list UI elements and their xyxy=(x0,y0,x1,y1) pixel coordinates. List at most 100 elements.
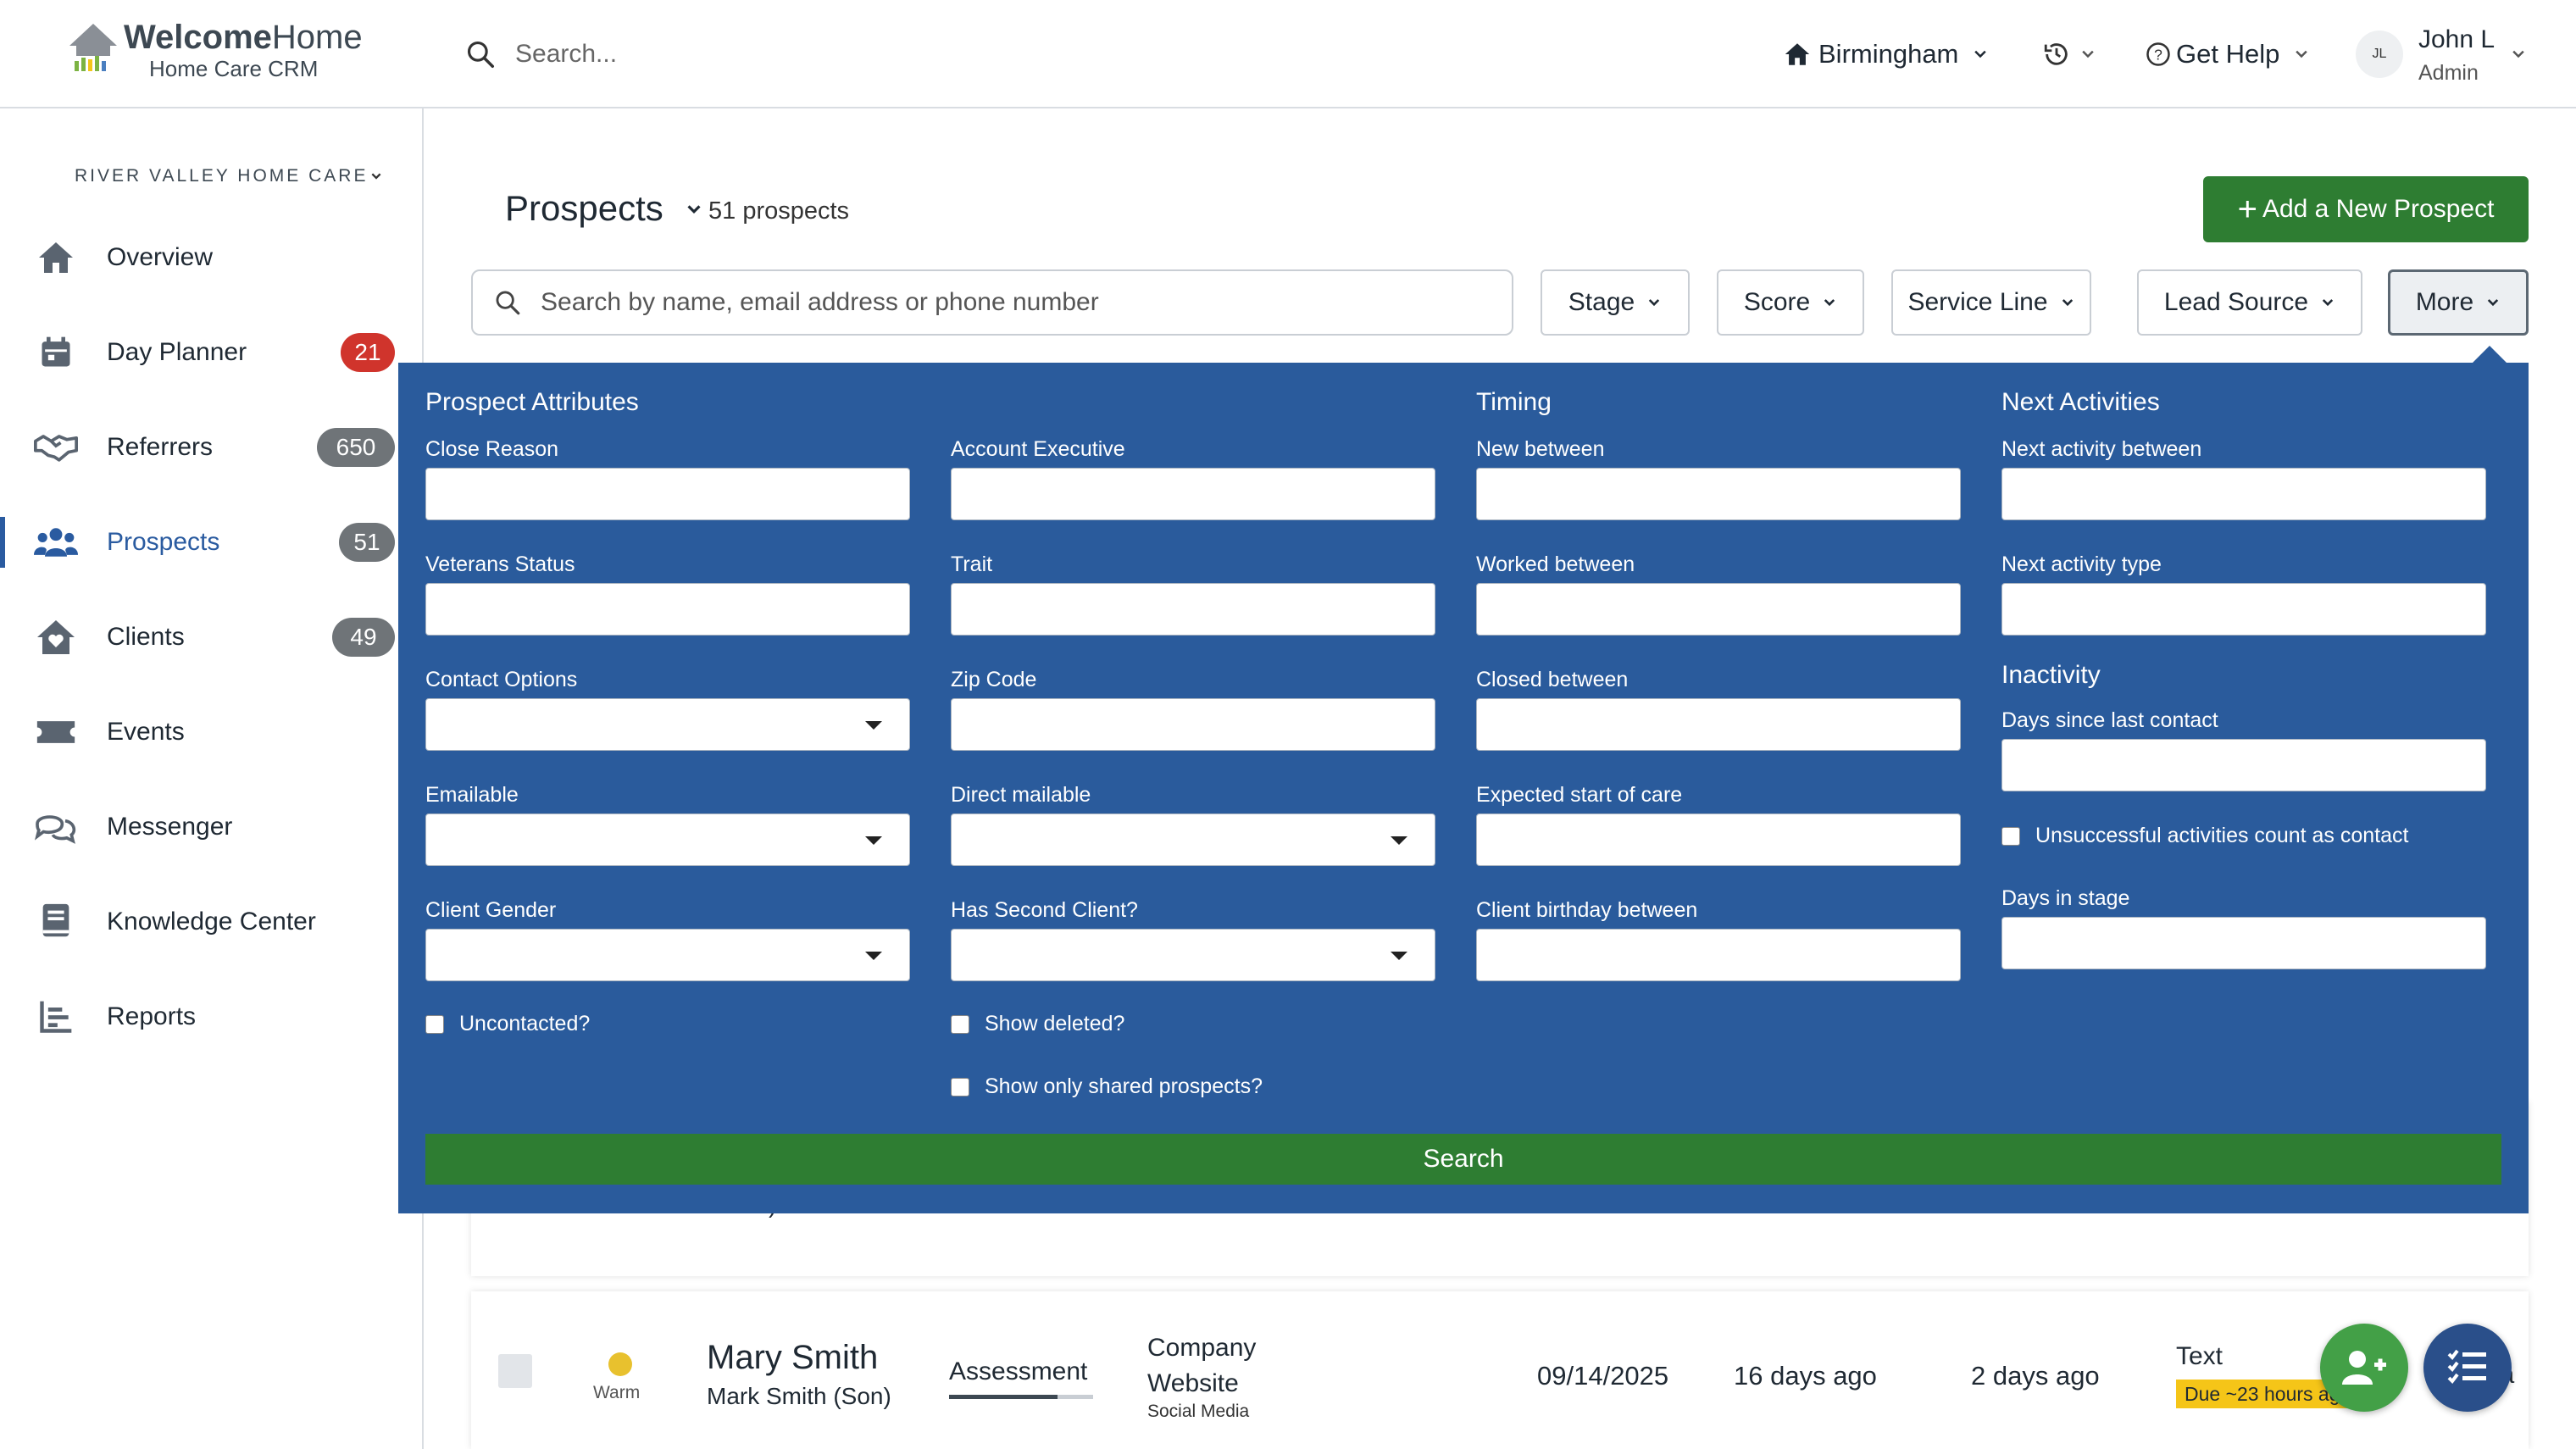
chevron-down-icon xyxy=(2322,299,2334,307)
row-checkbox[interactable] xyxy=(498,1354,532,1388)
next-activity-between-field[interactable] xyxy=(2001,468,2486,520)
chevron-down-icon xyxy=(2062,299,2073,307)
created-date: 09/14/2025 xyxy=(1537,1361,1669,1391)
dropdown-arrow-icon xyxy=(865,721,882,730)
timing-heading: Timing xyxy=(1476,388,1552,416)
history-menu[interactable] xyxy=(2042,32,2096,76)
add-prospect-button[interactable]: + Add a New Prospect xyxy=(2203,176,2529,242)
sidebar-item-overview[interactable]: Overview xyxy=(0,224,422,291)
history-icon xyxy=(2044,43,2068,65)
help-menu[interactable]: ? Get Help xyxy=(2146,32,2310,76)
chevron-down-icon xyxy=(2487,299,2499,307)
svg-text:?: ? xyxy=(2154,46,2162,63)
sidebar-item-referrers[interactable]: Referrers 650 xyxy=(0,414,422,481)
days-in-stage-label: Days in stage xyxy=(2001,886,2130,910)
temperature-label: Warm xyxy=(593,1383,641,1402)
inactivity-heading: Inactivity xyxy=(2001,661,2101,689)
score-filter-label: Score xyxy=(1743,288,1811,316)
next-activity-between-label: Next activity between xyxy=(2001,437,2202,461)
worked-between-field[interactable] xyxy=(1476,583,1961,636)
stage-filter[interactable]: Stage xyxy=(1541,269,1690,336)
close-reason-field[interactable] xyxy=(425,468,910,520)
sidebar-item-prospects[interactable]: Prospects 51 xyxy=(0,508,422,576)
count-badge: 51 xyxy=(339,523,395,562)
veterans-status-label: Veterans Status xyxy=(425,552,575,576)
emailable-select[interactable] xyxy=(425,813,910,866)
new-between-field[interactable] xyxy=(1476,468,1961,520)
days-since-contact-field[interactable] xyxy=(2001,739,2486,791)
lead-source-filter-label: Lead Source xyxy=(2163,288,2309,316)
avatar[interactable]: JL xyxy=(2356,31,2403,78)
add-contact-fab[interactable] xyxy=(2320,1324,2408,1412)
unsuccessful-count-checkbox[interactable]: Unsuccessful activities count as contact xyxy=(2001,824,2408,848)
location-selector[interactable]: Birmingham xyxy=(1783,32,1989,76)
prospect-name[interactable]: Mary Smith xyxy=(707,1339,879,1376)
chevron-down-icon xyxy=(2082,50,2094,58)
closed-between-field[interactable] xyxy=(1476,698,1961,751)
sidebar-item-reports[interactable]: Reports xyxy=(0,983,422,1051)
global-search-input[interactable] xyxy=(515,40,939,69)
checkbox-box[interactable] xyxy=(951,1014,969,1034)
contact-options-select[interactable] xyxy=(425,698,910,751)
question-circle-icon: ? xyxy=(2146,42,2170,66)
next-activity-type-label: Next activity type xyxy=(2001,552,2162,576)
help-label: Get Help xyxy=(2176,39,2280,69)
score-filter[interactable]: Score xyxy=(1717,269,1864,336)
sidebar-item-events[interactable]: Events xyxy=(0,698,422,766)
dropdown-arrow-icon xyxy=(865,836,882,845)
more-filters-label: More xyxy=(2415,288,2474,316)
count-badge: 49 xyxy=(332,618,395,657)
stage-progress-bar xyxy=(949,1395,1093,1399)
zip-code-label: Zip Code xyxy=(951,668,1037,691)
last-worked: 16 days ago xyxy=(1734,1361,1877,1391)
service-line-filter-label: Service Line xyxy=(1907,288,2048,316)
user-role: Admin xyxy=(2418,61,2479,85)
lead-source-type: Social Media xyxy=(1147,1402,1250,1421)
sidebar-item-knowledge-center[interactable]: Knowledge Center xyxy=(0,888,422,956)
expected-start-field[interactable] xyxy=(1476,813,1961,866)
has-second-client-select[interactable] xyxy=(951,929,1435,981)
next-activity-type-field[interactable] xyxy=(2001,583,2486,636)
chevron-down-icon[interactable] xyxy=(2510,46,2527,63)
unsuccessful-count-label: Unsuccessful activities count as contact xyxy=(2035,824,2409,847)
direct-mailable-select[interactable] xyxy=(951,813,1435,866)
table-row[interactable] xyxy=(471,1291,2529,1449)
app-header: WelcomeHome Home Care CRM Birmingham ? G… xyxy=(0,0,2576,108)
days-since-contact-label: Days since last contact xyxy=(2001,708,2218,732)
chevron-down-icon[interactable] xyxy=(685,200,703,219)
add-prospect-label: Add a New Prospect xyxy=(2262,195,2495,223)
sidebar-item-messenger[interactable]: Messenger xyxy=(0,793,422,861)
task-list-fab[interactable] xyxy=(2423,1324,2512,1412)
client-gender-select[interactable] xyxy=(425,929,910,981)
user-name[interactable]: John L xyxy=(2418,25,2496,53)
logo-subtitle: Home Care CRM xyxy=(149,56,319,81)
prospect-count: 51 prospects xyxy=(708,197,850,225)
days-in-stage-field[interactable] xyxy=(2001,917,2486,969)
more-filters-button[interactable]: More xyxy=(2388,269,2529,336)
checkbox-box[interactable] xyxy=(2001,826,2020,846)
zip-code-field[interactable] xyxy=(951,698,1435,751)
checkbox-box[interactable] xyxy=(951,1077,969,1096)
calendar-icon xyxy=(34,330,78,375)
app-logo[interactable]: WelcomeHome Home Care CRM xyxy=(68,19,373,90)
page-title: Prospects xyxy=(505,188,663,228)
birthday-between-field[interactable] xyxy=(1476,929,1961,981)
show-shared-checkbox[interactable]: Show only shared prospects? xyxy=(951,1074,1263,1099)
prospect-stage: Assessment xyxy=(949,1357,1088,1385)
veterans-status-field[interactable] xyxy=(425,583,910,636)
service-line-filter[interactable]: Service Line xyxy=(1891,269,2091,336)
account-executive-field[interactable] xyxy=(951,468,1435,520)
trait-field[interactable] xyxy=(951,583,1435,636)
lead-source-filter[interactable]: Lead Source xyxy=(2137,269,2362,336)
panel-search-button[interactable]: Search xyxy=(425,1134,2501,1185)
lead-source: Company Website xyxy=(1147,1334,1257,1397)
sidebar-item-clients[interactable]: Clients 49 xyxy=(0,603,422,671)
uncontacted-checkbox[interactable]: Uncontacted? xyxy=(425,1012,590,1036)
sidebar-item-day-planner[interactable]: Day Planner 21 xyxy=(0,319,422,386)
prospect-search-input[interactable] xyxy=(541,288,1473,317)
stage-filter-label: Stage xyxy=(1568,288,1635,316)
sidebar-item-label: Referrers xyxy=(107,433,214,461)
show-deleted-checkbox[interactable]: Show deleted? xyxy=(951,1012,1124,1036)
organization-selector[interactable]: RIVER VALLEY HOME CARE xyxy=(75,166,383,186)
checkbox-box[interactable] xyxy=(425,1014,444,1034)
